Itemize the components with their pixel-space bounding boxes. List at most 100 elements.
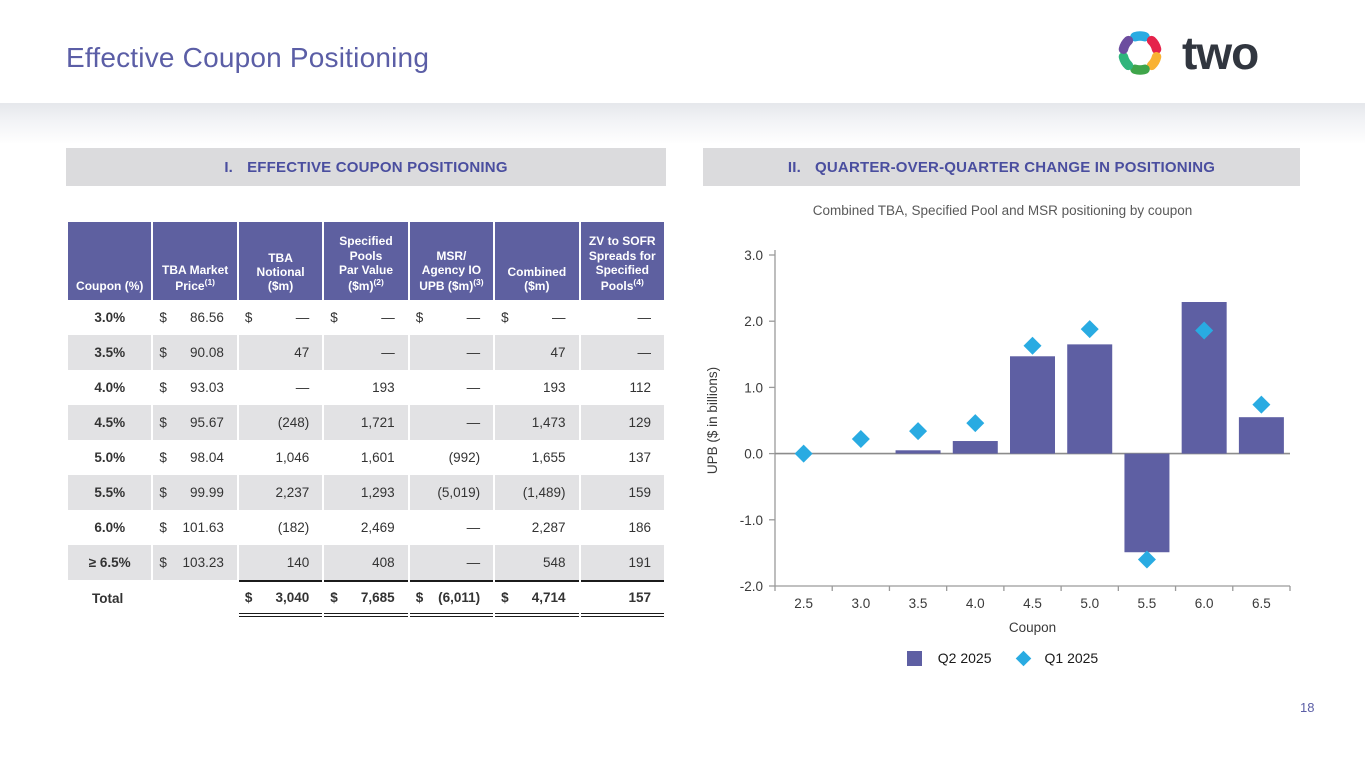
bar-q2 bbox=[1067, 344, 1113, 454]
table-cell: 1,046 bbox=[275, 450, 310, 465]
y-tick-label: 0.0 bbox=[744, 447, 763, 462]
coupon-positioning-table-wrap: Coupon (%) TBA Market Price(1) TBA Notional(… bbox=[66, 222, 666, 617]
coupon-cell: 5.0% bbox=[94, 450, 126, 465]
table-cell: — bbox=[409, 335, 494, 370]
table-cell: $90.08 bbox=[153, 335, 237, 370]
table-cell: — bbox=[409, 405, 494, 440]
table-cell: $98.04 bbox=[159, 450, 224, 465]
table-cell: $ — bbox=[415, 310, 481, 325]
table-total-row: Total $3,040 $7,685 $ (6,011) $4,714 157 bbox=[68, 580, 664, 617]
section-title: EFFECTIVE COUPON POSITIONING bbox=[247, 158, 508, 176]
diamond-q1 bbox=[1080, 320, 1099, 339]
x-tick-label: 2.5 bbox=[794, 596, 813, 611]
coupon-cell: 4.0% bbox=[94, 380, 126, 395]
table-cell: $ — bbox=[244, 310, 310, 325]
qoq-chart-svg: -2.0 -1.0 0.0 1.0 2.0 3.0 2.5 3.0 3.5 4.0 4.5 5.0 5.… bbox=[705, 248, 1291, 635]
table-cell: $3,040 bbox=[238, 580, 323, 617]
table-cell: 2,469 bbox=[360, 520, 395, 535]
table-row: ≥ 6.5% $103.23 140 408—548 191 bbox=[68, 545, 664, 580]
legend-label-q2: Q2 2025 bbox=[937, 650, 992, 666]
diamond-q1 bbox=[1252, 395, 1271, 414]
chart-title: Combined TBA, Specified Pool and MSR pos… bbox=[812, 203, 1193, 218]
table-cell: — bbox=[466, 520, 481, 535]
x-tick-label: 4.5 bbox=[1023, 596, 1042, 611]
bar-q2 bbox=[1010, 356, 1055, 454]
bar-q2 bbox=[895, 450, 941, 454]
table-cell: $4,714 bbox=[495, 580, 579, 617]
table-body: 3.0% $86.56 $ — $ — $ — $ — —3.5% $90.08 47— —47—4.0%… bbox=[68, 300, 664, 617]
table-cell: $101.63 bbox=[159, 520, 224, 535]
coupon-cell: 4.5% bbox=[68, 405, 152, 440]
x-tick-label: 6.0 bbox=[1195, 596, 1214, 611]
table-cell: 157 bbox=[580, 580, 664, 617]
x-tick-label: 3.0 bbox=[851, 596, 870, 611]
table-cell: 140 bbox=[238, 545, 323, 580]
table-cell: 112 bbox=[629, 380, 651, 395]
legend-item-q2: Q2 2025 bbox=[906, 650, 992, 666]
diamond-q1 bbox=[794, 444, 813, 463]
table-cell: $95.67 bbox=[153, 405, 237, 440]
table-row: 5.5% $99.99 2,237 1,293 (5,019) (1,489) 159 bbox=[68, 475, 664, 510]
coupon-cell: 3.0% bbox=[94, 310, 126, 325]
table-cell: (248) bbox=[238, 405, 323, 440]
table-cell: (5,019) bbox=[409, 475, 494, 510]
company-logo: two bbox=[1108, 20, 1259, 86]
table-cell: 1,601 bbox=[360, 450, 395, 465]
table-row: 3.5% $90.08 47— —47— bbox=[68, 335, 664, 370]
column-header: TBA Market Price(1) bbox=[153, 222, 237, 300]
q2-bar-swatch-icon bbox=[906, 650, 922, 666]
table-cell: 47 bbox=[495, 335, 579, 370]
qoq-chart: -2.0 -1.0 0.0 1.0 2.0 3.0 2.5 3.0 3.5 4.0 4.5 5.0 5.… bbox=[700, 228, 1305, 640]
table-cell: $99.99 bbox=[153, 475, 237, 510]
table-cell: (992) bbox=[448, 450, 481, 465]
bar-q2 bbox=[1124, 453, 1170, 553]
legend-label-q1: Q1 2025 bbox=[1044, 650, 1099, 666]
table-cell: 47 bbox=[238, 335, 323, 370]
table-cell: (1,489) bbox=[495, 475, 579, 510]
x-tick-label: 4.0 bbox=[966, 596, 985, 611]
section-header-qoq-change: II. QUARTER-OVER-QUARTER CHANGE IN POSIT… bbox=[703, 148, 1300, 186]
table-cell: 548 bbox=[495, 545, 579, 580]
y-tick-label: -2.0 bbox=[740, 579, 763, 594]
table-cell: — bbox=[409, 545, 494, 580]
table-cell: $ — bbox=[501, 310, 566, 325]
coupon-cell: 6.0% bbox=[94, 520, 126, 535]
chart-legend: Q2 2025 Q1 2025 bbox=[700, 650, 1305, 666]
section-numeral: I. bbox=[224, 158, 234, 176]
table-cell: — bbox=[466, 380, 481, 395]
table-cell: 193 bbox=[543, 380, 566, 395]
table-row: 3.0% $86.56 $ — $ — $ — $ — — bbox=[68, 300, 664, 335]
section-header-effective-coupon: I. EFFECTIVE COUPON POSITIONING bbox=[66, 148, 666, 186]
table-cell: $ — bbox=[330, 310, 395, 325]
table-cell: $86.56 bbox=[159, 310, 224, 325]
table-cell: 1,721 bbox=[324, 405, 408, 440]
table-cell: 186 bbox=[628, 520, 651, 535]
table-cell: 137 bbox=[628, 450, 651, 465]
table-cell: 1,293 bbox=[324, 475, 408, 510]
column-header: Specified Pools Par Value ($m)(2) bbox=[324, 222, 408, 300]
header-divider-band bbox=[0, 103, 1365, 143]
coupon-cell: 3.5% bbox=[68, 335, 152, 370]
table-cell: $7,685 bbox=[324, 580, 408, 617]
diamond-q1 bbox=[909, 422, 928, 441]
table-cell: (182) bbox=[277, 520, 310, 535]
diamond-q1 bbox=[1137, 550, 1156, 569]
bar-q2 bbox=[952, 441, 998, 454]
y-tick-label: 1.0 bbox=[744, 380, 763, 395]
x-tick-label: 6.5 bbox=[1252, 596, 1271, 611]
table-row: 4.5% $95.67 (248) 1,721—1,473 129 bbox=[68, 405, 664, 440]
y-tick-label: -1.0 bbox=[740, 513, 763, 528]
table-header-row: Coupon (%) TBA Market Price(1) TBA Notional(… bbox=[68, 222, 664, 300]
x-axis-title: Coupon bbox=[1009, 620, 1056, 635]
total-label-cell: Total bbox=[68, 580, 152, 617]
table-cell: — bbox=[637, 310, 652, 325]
y-axis-title: UPB ($ in billions) bbox=[705, 367, 720, 474]
bar-q2 bbox=[1238, 417, 1284, 454]
section-title: QUARTER-OVER-QUARTER CHANGE IN POSITIONI… bbox=[815, 158, 1216, 176]
column-header: Coupon (%) bbox=[68, 222, 152, 300]
table-cell: — bbox=[295, 380, 310, 395]
column-header: ZV to SOFR Spreads for Specified Pools(4) bbox=[580, 222, 664, 300]
table-cell: 2,287 bbox=[531, 520, 566, 535]
column-header: MSR/Agency IO UPB ($m)(3) bbox=[409, 222, 494, 300]
